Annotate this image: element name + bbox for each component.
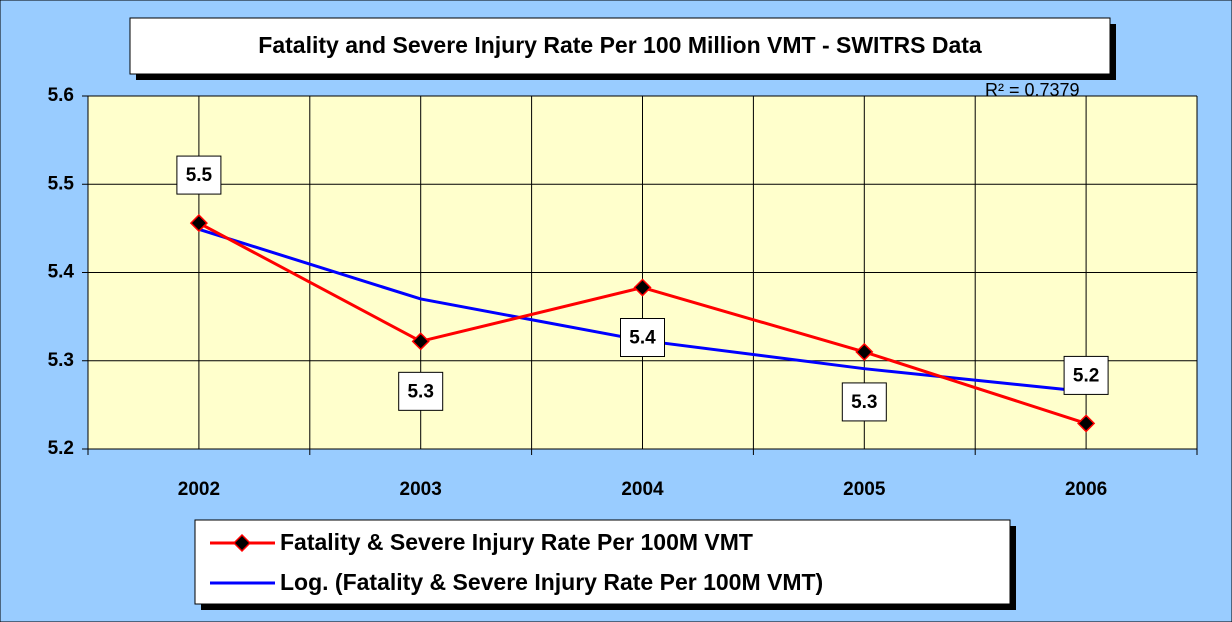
data-label: 5.2 [1073, 365, 1099, 386]
marker [1077, 414, 1096, 433]
data-label: 5.4 [629, 328, 656, 349]
legend-label: Log. (Fatality & Severe Injury Rate Per … [280, 569, 823, 595]
marker [189, 214, 208, 233]
data-label: 5.3 [851, 392, 877, 413]
x-tick-label: 2004 [621, 479, 664, 500]
x-tick-label: 2006 [1065, 479, 1107, 500]
data-label: 5.3 [407, 381, 433, 402]
r-squared: R² = 0.7379 [985, 80, 1080, 100]
data-label-box [620, 318, 665, 358]
data-label-box [841, 382, 887, 422]
x-tick-label: 2003 [400, 479, 442, 500]
y-tick-label: 5.2 [48, 438, 74, 459]
y-tick-label: 5.4 [48, 262, 75, 283]
marker [633, 278, 652, 297]
data-label-box [176, 155, 222, 195]
y-tick-label: 5.6 [48, 85, 74, 106]
legend-marker [232, 533, 252, 553]
x-tick-label: 2002 [178, 479, 220, 500]
chart-title: Fatality and Severe Injury Rate Per 100 … [258, 32, 982, 58]
title-box [129, 17, 1111, 75]
data-label: 5.5 [186, 165, 213, 186]
marker [411, 332, 430, 351]
marker [855, 342, 874, 361]
legend-label: Fatality & Severe Injury Rate Per 100M V… [280, 529, 753, 555]
data-label-box [398, 371, 444, 411]
y-tick-label: 5.5 [48, 173, 75, 194]
legend-box [194, 519, 1011, 605]
data-label-box [1063, 355, 1109, 395]
y-tick-label: 5.3 [48, 350, 74, 371]
x-tick-label: 2005 [843, 479, 886, 500]
